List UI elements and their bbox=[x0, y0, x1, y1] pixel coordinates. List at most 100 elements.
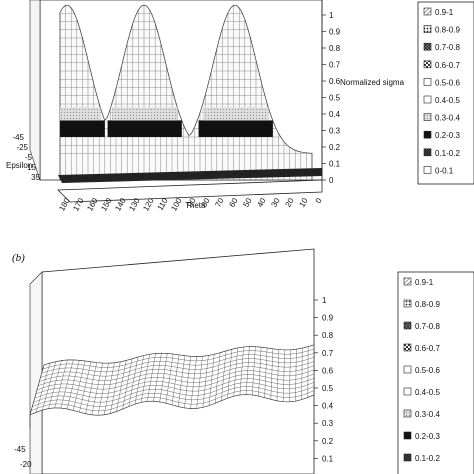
surface-band bbox=[60, 107, 101, 121]
z-tick-label: 0.4 bbox=[322, 402, 334, 411]
z-tick-label: 0.3 bbox=[329, 127, 341, 136]
mesh-line bbox=[270, 348, 274, 400]
mesh-line bbox=[196, 356, 203, 409]
y-axis-ticks: -45 -20 bbox=[14, 445, 32, 469]
legend-label: 0.7-0.8 bbox=[435, 43, 460, 52]
mesh-line bbox=[54, 359, 68, 408]
mesh-line bbox=[140, 354, 150, 403]
legend-b: 0.9-1 0.8-0.9 0.7-0.8 0.6-0.7 0.5-0.6 0.4-0.5… bbox=[397, 271, 474, 474]
legend-swatch bbox=[403, 321, 412, 330]
legend-label: 0.4-0.5 bbox=[415, 388, 440, 397]
mesh-line bbox=[276, 349, 279, 401]
legend-label: 0.8-0.9 bbox=[415, 300, 440, 309]
legend-label: 0.1-0.2 bbox=[415, 454, 440, 463]
legend-swatch bbox=[423, 78, 432, 86]
legend-label: 0.2-0.3 bbox=[435, 131, 460, 140]
legend-swatch bbox=[423, 148, 432, 157]
mesh-line bbox=[128, 357, 139, 407]
legend-label: 0.2-0.3 bbox=[415, 432, 440, 441]
legend-label: 0.6-0.7 bbox=[435, 61, 460, 70]
mesh-line bbox=[103, 362, 115, 415]
legend-label: 0.7-0.8 bbox=[415, 322, 440, 331]
legend-label: 0.4-0.5 bbox=[435, 96, 460, 105]
mesh-line bbox=[171, 354, 180, 405]
surface-band bbox=[111, 107, 178, 121]
z-axis-ticks: 1 0.9 0.8 0.7 0.6 0.5 0.4 0.3 0.2 0.1 0 bbox=[322, 11, 341, 185]
mesh-line bbox=[97, 363, 109, 416]
mesh-line bbox=[233, 347, 238, 397]
legend-swatch bbox=[423, 25, 432, 33]
mesh-line bbox=[252, 346, 256, 395]
x-tick-label: 60 bbox=[227, 196, 240, 209]
z-axis-label: Normalized sigma bbox=[340, 78, 405, 87]
z-tick-label: 0.5 bbox=[322, 384, 334, 393]
mesh-line bbox=[165, 354, 174, 404]
legend-swatch bbox=[423, 42, 432, 51]
mesh-line bbox=[60, 359, 74, 409]
surface-band bbox=[60, 120, 105, 137]
mesh-line bbox=[35, 363, 51, 413]
legend-label: 0.6-0.7 bbox=[415, 344, 440, 353]
mesh-line bbox=[73, 360, 86, 411]
mesh-line bbox=[295, 349, 297, 402]
legend-swatch bbox=[403, 453, 412, 462]
mesh-line bbox=[29, 364, 45, 415]
z-tick-label: 0.1 bbox=[329, 160, 341, 169]
side-wall bbox=[29, 0, 41, 181]
x-tick-label: 130 bbox=[127, 196, 142, 213]
panel-b: (b) 10.90.80.70.60.50.40.30.20.1 -45-20 … bbox=[12, 248, 474, 474]
mesh-line bbox=[215, 352, 221, 404]
legend-swatch bbox=[423, 7, 432, 16]
mesh-line bbox=[147, 353, 156, 402]
x-tick-label: 10 bbox=[297, 196, 310, 209]
legend-swatch bbox=[403, 387, 412, 396]
z-tick-label: 0.2 bbox=[329, 143, 341, 152]
z-tick-label: 0.7 bbox=[329, 61, 341, 70]
legend-swatch bbox=[423, 166, 432, 174]
mesh-line bbox=[227, 349, 233, 399]
z-tick-label: 0.8 bbox=[322, 331, 334, 340]
legend-swatch bbox=[423, 113, 432, 121]
mesh-line bbox=[91, 363, 103, 415]
legend-swatch bbox=[423, 60, 432, 69]
mesh-line bbox=[282, 349, 285, 402]
x-tick-label: 160 bbox=[85, 196, 100, 213]
y-tick-label: -5 bbox=[25, 153, 33, 162]
floor-band bbox=[58, 168, 322, 183]
x-tick-label: 100 bbox=[169, 196, 184, 213]
legend-swatch bbox=[403, 431, 412, 440]
mesh-line bbox=[42, 361, 56, 411]
floor bbox=[57, 179, 323, 203]
x-tick-label: 140 bbox=[113, 196, 128, 213]
legend-swatch bbox=[423, 130, 432, 139]
legend-swatch bbox=[403, 299, 412, 308]
legend-swatch bbox=[403, 343, 412, 352]
y-tick-label: 35 bbox=[31, 173, 40, 182]
z-tick-label: 0.9 bbox=[322, 314, 334, 323]
z-tick-label: 0.3 bbox=[322, 419, 334, 428]
x-tick-label: 50 bbox=[241, 196, 254, 209]
legend-label: 0.3-0.4 bbox=[415, 410, 440, 419]
z-tick-label: 0.1 bbox=[322, 454, 334, 463]
z-tick-label: 1 bbox=[322, 296, 327, 305]
z-tick-label: 0.7 bbox=[322, 349, 334, 358]
panel-label-b: (b) bbox=[12, 252, 25, 264]
mesh-line bbox=[153, 353, 162, 402]
side-wall bbox=[29, 271, 43, 474]
mesh-line bbox=[208, 354, 215, 406]
mesh-line bbox=[264, 347, 268, 398]
x-tick-label: 30 bbox=[269, 196, 282, 209]
mesh-line bbox=[48, 360, 62, 409]
mesh-line bbox=[122, 358, 133, 410]
y-tick-label: -25 bbox=[16, 143, 28, 152]
legend-swatch bbox=[423, 95, 432, 104]
mesh-line bbox=[116, 360, 127, 412]
surface-band bbox=[198, 120, 273, 137]
z-tick-label: 0.6 bbox=[329, 77, 341, 86]
mesh-line bbox=[85, 362, 98, 414]
y-tick-label: 15 bbox=[27, 163, 36, 172]
z-tick-label: 0.5 bbox=[329, 94, 341, 103]
z-tick-label: 1 bbox=[329, 11, 334, 20]
